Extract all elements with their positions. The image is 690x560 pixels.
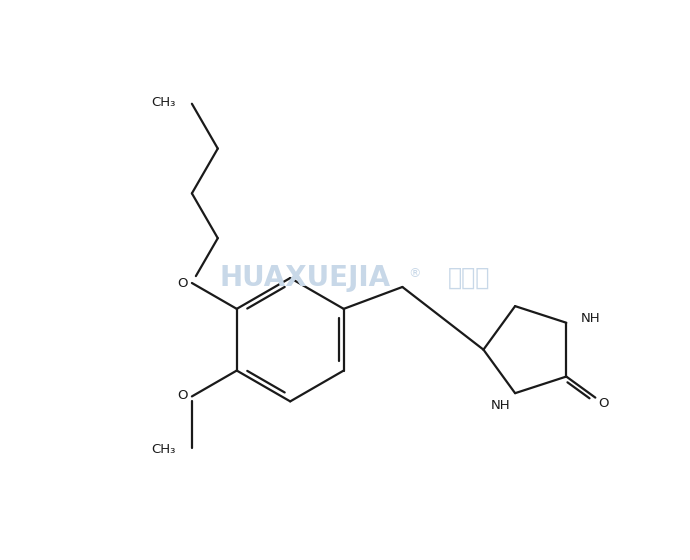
Text: ®: ® (408, 267, 421, 279)
Text: O: O (178, 389, 188, 402)
Text: CH₃: CH₃ (152, 96, 176, 109)
Text: NH: NH (491, 399, 510, 412)
Text: 化学加: 化学加 (448, 266, 491, 290)
Text: HUAXUEJIA: HUAXUEJIA (219, 264, 391, 292)
Text: O: O (598, 397, 609, 410)
Text: O: O (178, 278, 188, 291)
Text: CH₃: CH₃ (152, 442, 176, 456)
Text: NH: NH (580, 312, 600, 325)
